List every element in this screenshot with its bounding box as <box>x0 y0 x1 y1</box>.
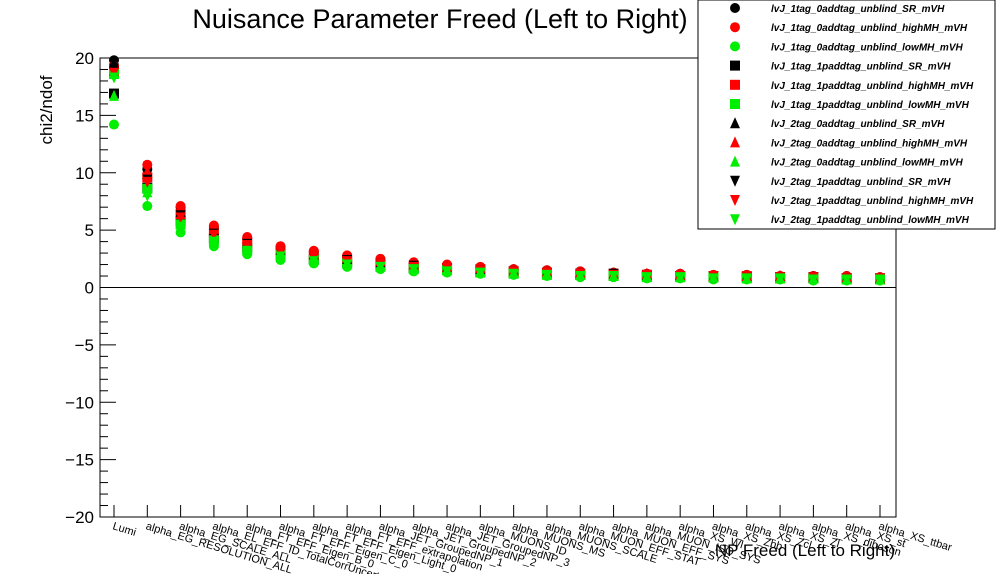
data-point <box>741 273 752 285</box>
data-point <box>675 272 686 284</box>
y-tick-label: 15 <box>75 106 94 125</box>
legend-entry: lvJ_1tag_0addtag_unblind_SR_mVH <box>771 4 945 15</box>
legend-marker <box>730 136 740 148</box>
data-point <box>541 269 552 281</box>
legend: lvJ_1tag_0addtag_unblind_SR_mVH lvJ_1tag_… <box>697 0 996 230</box>
data-point <box>175 212 186 224</box>
legend-entry: lvJ_2tag_0addtag_unblind_highMH_mVH <box>771 138 968 149</box>
data-point <box>242 245 253 257</box>
data-point <box>308 256 319 268</box>
legend-marker <box>730 195 740 206</box>
data-point <box>608 271 619 283</box>
data-point <box>109 72 119 84</box>
data-point <box>775 273 786 285</box>
legend-entry: lvJ_1tag_1paddtag_unblind_lowMH_mVH <box>771 100 970 111</box>
y-tick-label: −5 <box>75 336 94 355</box>
data-point <box>142 190 153 202</box>
data-point <box>175 221 186 233</box>
x-axis: Lumi alpha_EG_RESOLUTION_ALLalpha_EG_SCAL… <box>111 505 953 574</box>
legend-marker <box>730 3 740 13</box>
data-point <box>275 251 286 263</box>
x-tick-label: Lumi <box>111 520 137 538</box>
data-point <box>208 229 219 241</box>
data-point <box>442 266 453 278</box>
legend-entry: lvJ_1tag_1paddtag_unblind_SR_mVH <box>771 62 951 73</box>
legend-box <box>697 0 996 230</box>
legend-entry: lvJ_2tag_1paddtag_unblind_highMH_mVH <box>771 196 974 207</box>
legend-entry: lvJ_2tag_0addtag_unblind_lowMH_mVH <box>771 158 963 169</box>
legend-marker <box>730 175 740 187</box>
data-point <box>475 267 486 279</box>
data-point <box>109 89 119 101</box>
data-point <box>142 159 153 170</box>
y-tick-label: −10 <box>65 393 94 412</box>
y-tick-label: 10 <box>75 164 94 183</box>
y-tick-label: −15 <box>65 451 94 470</box>
legend-entry: lvJ_2tag_1paddtag_unblind_SR_mVH <box>771 177 951 188</box>
data-point <box>242 240 253 252</box>
y-tick-label: 0 <box>85 279 94 298</box>
data-point <box>408 264 419 276</box>
legend-marker <box>730 41 740 52</box>
legend-entry: lvJ_2tag_1paddtag_unblind_lowMH_mVH <box>771 215 970 226</box>
legend-marker <box>730 117 740 129</box>
legend-marker <box>730 79 740 90</box>
data-point <box>142 165 153 177</box>
legend-entry: lvJ_1tag_0addtag_unblind_highMH_mVH <box>771 23 968 34</box>
legend-entry: lvJ_2tag_0addtag_unblind_SR_mVH <box>771 119 945 130</box>
legend-entry: lvJ_1tag_0addtag_unblind_lowMH_mVH <box>771 42 963 53</box>
legend-marker <box>730 99 740 109</box>
legend-marker <box>730 214 740 226</box>
y-tick-label: −20 <box>65 508 94 527</box>
data-point <box>342 259 353 271</box>
legend-marker <box>730 155 740 167</box>
chart-title: Nuisance Parameter Freed (Left to Right) <box>192 4 687 34</box>
legend-entry: lvJ_1tag_1paddtag_unblind_highMH_mVH <box>771 81 974 92</box>
legend-marker <box>730 22 740 33</box>
data-points <box>109 55 885 286</box>
data-point <box>841 274 852 286</box>
data-point <box>375 261 386 273</box>
data-point <box>708 273 719 285</box>
x-axis-label: NP Freed (Left to Right) <box>715 541 895 560</box>
data-point <box>142 176 153 188</box>
y-axis: −20 −15 −10 −5 0 5 10 15 20 <box>65 49 116 527</box>
data-point <box>641 272 652 284</box>
data-point <box>808 274 819 286</box>
y-tick-label: 5 <box>85 221 94 240</box>
legend-marker <box>730 60 740 71</box>
data-point <box>508 268 519 280</box>
data-point <box>208 236 219 248</box>
data-point <box>575 271 586 283</box>
data-point <box>142 201 153 212</box>
data-point <box>875 274 885 286</box>
y-axis-label: chi2/ndof <box>37 75 56 144</box>
data-point <box>109 119 119 130</box>
y-tick-label: 20 <box>75 49 94 68</box>
